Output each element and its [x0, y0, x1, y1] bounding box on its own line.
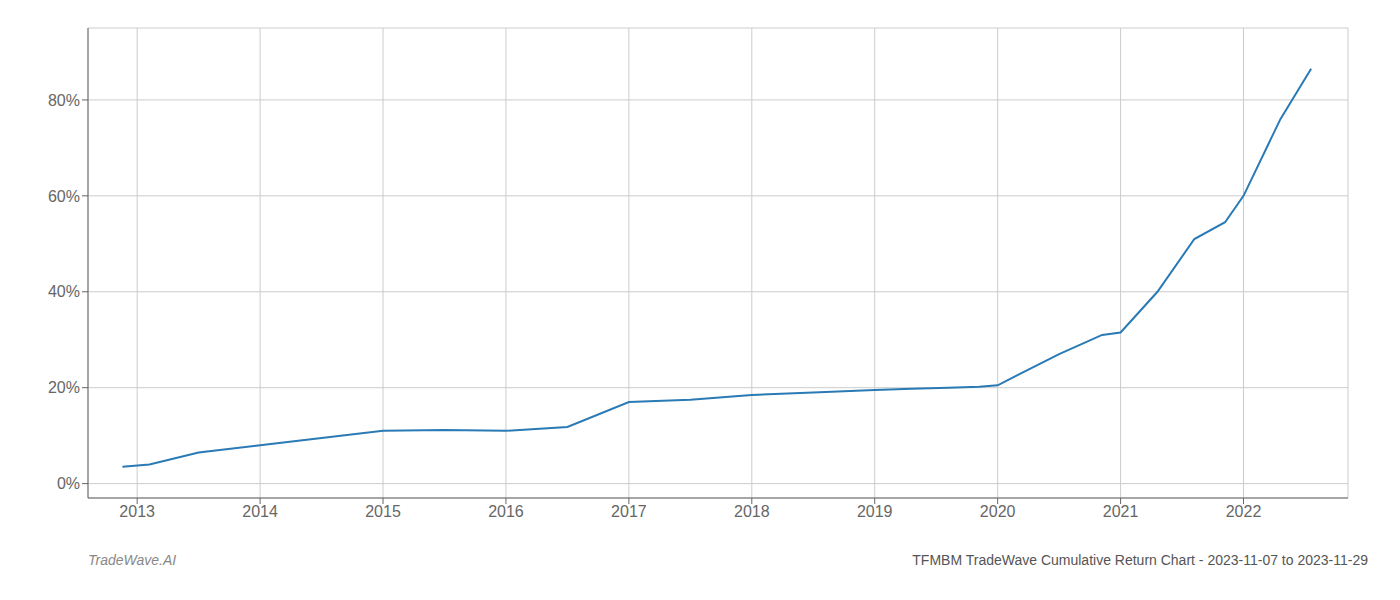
svg-text:2021: 2021	[1103, 503, 1139, 520]
svg-text:2022: 2022	[1226, 503, 1262, 520]
svg-text:2016: 2016	[488, 503, 524, 520]
svg-text:60%: 60%	[48, 188, 80, 205]
svg-text:2013: 2013	[119, 503, 155, 520]
svg-text:20%: 20%	[48, 379, 80, 396]
svg-text:2015: 2015	[365, 503, 401, 520]
html-text:TFMBM TradeWave Cumulative Ret: TFMBM TradeWave Cumulative Return Chart …	[912, 552, 1368, 568]
svg-text:2017: 2017	[611, 503, 647, 520]
svg-text:80%: 80%	[48, 92, 80, 109]
svg-text:2014: 2014	[242, 503, 278, 520]
svg-text:40%: 40%	[48, 283, 80, 300]
svg-text:2020: 2020	[980, 503, 1016, 520]
svg-text:0%: 0%	[57, 475, 80, 492]
svg-text:2018: 2018	[734, 503, 770, 520]
html-text:TradeWave.AI: TradeWave.AI	[88, 552, 177, 568]
svg-text:2019: 2019	[857, 503, 893, 520]
